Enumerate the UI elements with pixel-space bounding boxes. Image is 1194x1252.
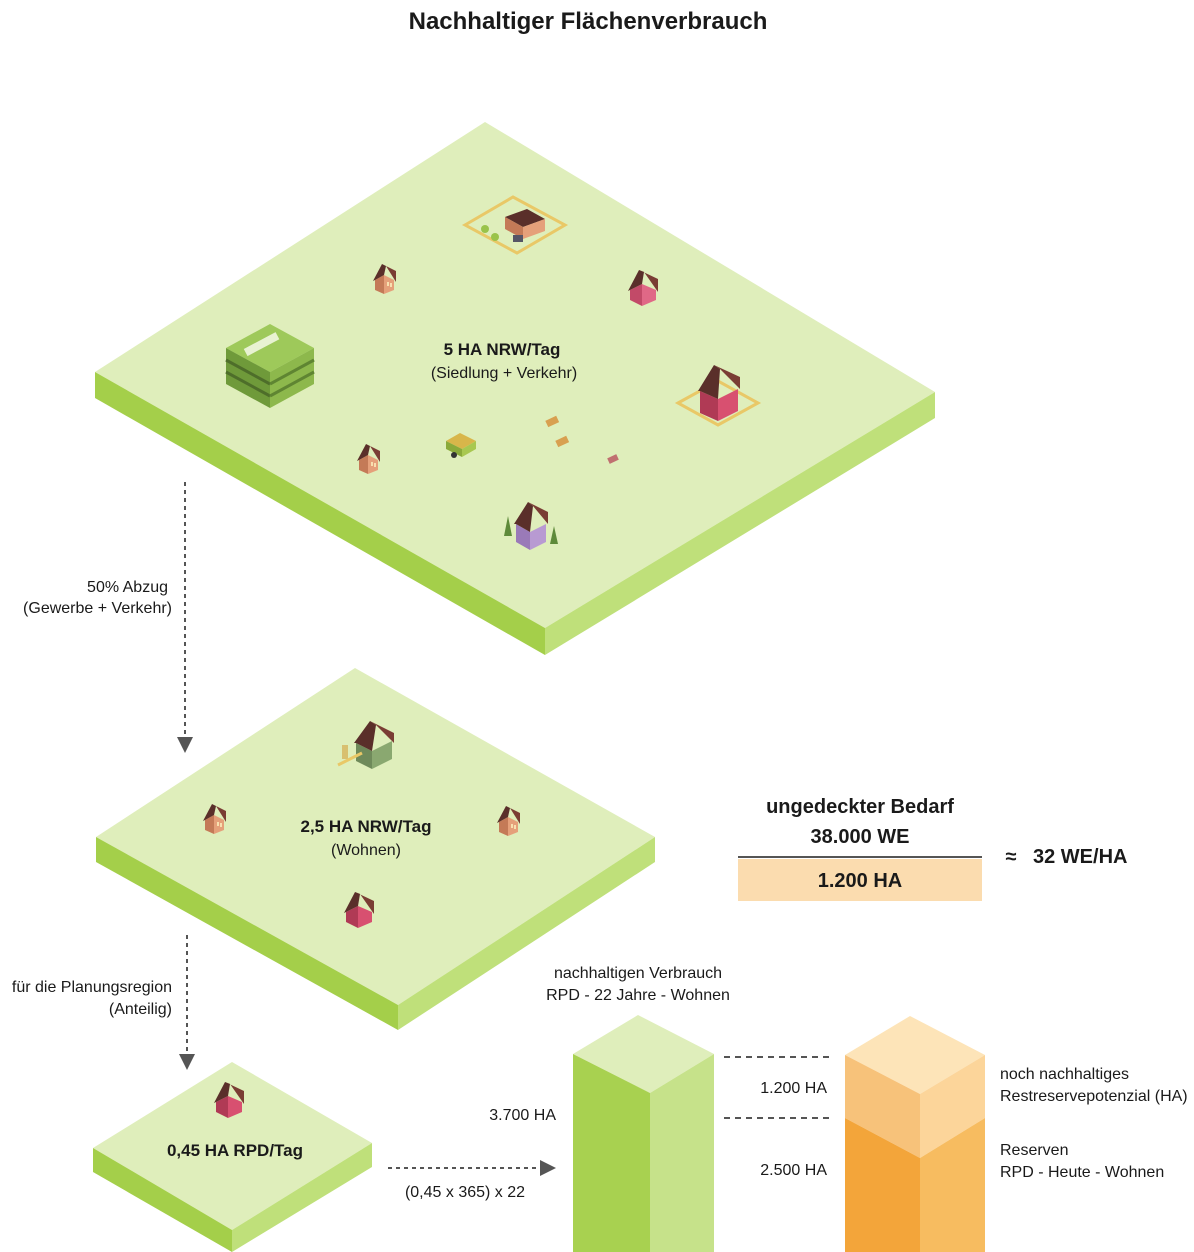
- green-column-header-line2: RPD - 22 Jahre - Wohnen: [546, 987, 730, 1004]
- platform-top-left-side: [95, 372, 545, 655]
- office-building-icon: [225, 324, 315, 408]
- platform-middle-value: 2,5 HA NRW/Tag: [301, 817, 432, 836]
- orange-column-upper-right: [920, 1055, 985, 1158]
- green-column-value: 3.700 HA: [489, 1107, 556, 1124]
- orange-column-lower-label-line2: RPD - Heute - Wohnen: [1000, 1164, 1164, 1181]
- arrow-top-label-line1: 50% Abzug: [87, 579, 168, 596]
- arrow-top-label-line2: (Gewerbe + Verkehr): [23, 600, 172, 617]
- house-red-icon: [344, 892, 374, 928]
- green-column-header-line1: nachhaltigen Verbrauch: [554, 965, 722, 982]
- platform-bottom-value: 0,45 HA RPD/Tag: [167, 1141, 303, 1160]
- arrow-middle-label-line2: (Anteilig): [109, 1001, 172, 1018]
- fraction-block: ungedeckter Bedarf 38.000 WE 1.200 HA ≈ …: [738, 796, 1127, 901]
- house-purple-icon: [504, 502, 558, 550]
- platform-middle: 2,5 HA NRW/Tag (Wohnen): [96, 668, 655, 1030]
- orange-column-lower-right: [920, 1118, 985, 1252]
- fraction-result: 32 WE/HA: [1033, 846, 1127, 868]
- orange-column-top: [845, 1016, 985, 1094]
- platform-middle-subtitle: (Wohnen): [331, 842, 401, 859]
- tractor-icon: [446, 433, 476, 458]
- orange-column-upper-label-line1: noch nachhaltiges: [1000, 1066, 1129, 1083]
- platform-top-subtitle: (Siedlung + Verkehr): [431, 365, 577, 382]
- orange-column-upper-left: [845, 1055, 920, 1158]
- platform-bottom-left-side: [93, 1148, 232, 1252]
- house-red-icon: [214, 1082, 244, 1118]
- arrow-bottom-label: (0,45 x 365) x 22: [405, 1184, 525, 1201]
- arrow-top-to-middle: 50% Abzug (Gewerbe + Verkehr): [23, 482, 193, 753]
- platform-middle-surface: [96, 668, 655, 1005]
- page-title: Nachhaltiger Flächenverbrauch: [409, 8, 768, 35]
- platform-top-value: 5 HA NRW/Tag: [444, 340, 561, 359]
- house-pink-icon: [628, 270, 658, 306]
- orange-column-lower-value: 2.500 HA: [760, 1162, 827, 1179]
- green-column-right: [650, 1054, 714, 1252]
- platform-top: 5 HA NRW/Tag (Siedlung + Verkehr): [95, 122, 935, 655]
- orange-column-upper-label-line2: Restreservepotenzial (HA): [1000, 1088, 1188, 1105]
- platform-bottom-surface: [93, 1062, 372, 1230]
- arrow-middle-label-line1: für die Planungsregion: [12, 979, 172, 996]
- house-red-icon: [674, 365, 762, 427]
- fraction-denominator-box: [738, 859, 982, 901]
- arrow-bottom-to-column: (0,45 x 365) x 22: [388, 1160, 556, 1201]
- house-green-large-icon: [337, 721, 394, 769]
- orange-column: 1.200 HA 2.500 HA noch nachhaltiges Rest…: [760, 1016, 1188, 1252]
- orange-column-lower-label-line1: Reserven: [1000, 1142, 1068, 1159]
- platform-bottom: 0,45 HA RPD/Tag: [93, 1062, 372, 1252]
- platform-middle-left-side: [96, 837, 398, 1030]
- fraction-numerator-line1: ungedeckter Bedarf: [766, 796, 954, 818]
- approx-symbol: ≈: [1006, 846, 1017, 868]
- small-car-icon: [545, 415, 619, 464]
- farmstead-icon: [461, 195, 569, 255]
- green-column: nachhaltigen Verbrauch RPD - 22 Jahre - …: [489, 965, 730, 1252]
- platform-middle-right-side: [398, 837, 655, 1030]
- orange-column-lower-left: [845, 1118, 920, 1252]
- arrow-middle-to-bottom: für die Planungsregion (Anteilig): [12, 935, 195, 1070]
- platform-top-right-side: [545, 392, 935, 655]
- green-column-left: [573, 1054, 650, 1252]
- platform-top-surface: [95, 122, 935, 628]
- orange-column-upper-value: 1.200 HA: [760, 1080, 827, 1097]
- fraction-numerator-line2: 38.000 WE: [811, 826, 910, 848]
- fraction-denominator: 1.200 HA: [818, 870, 903, 892]
- platform-bottom-right-side: [232, 1143, 372, 1252]
- green-column-top: [573, 1015, 714, 1093]
